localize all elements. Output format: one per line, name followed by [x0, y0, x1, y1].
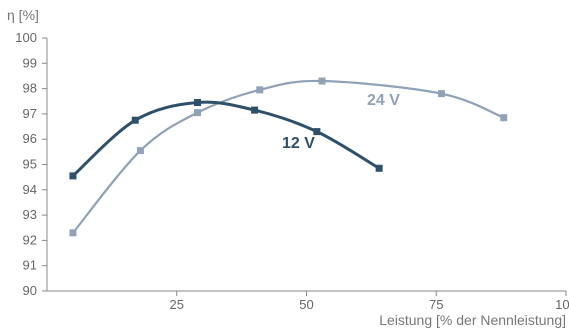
- data-point-24v: [194, 109, 202, 117]
- x-axis: 25 50 75 100: [47, 290, 569, 312]
- series-layer: [69, 77, 508, 237]
- data-point-12v: [69, 172, 77, 180]
- x-tick-label: 50: [299, 297, 313, 312]
- data-point-12v: [251, 106, 259, 114]
- y-tick-label: 96: [23, 131, 37, 146]
- x-ticks: 25 50 75 100: [170, 291, 569, 312]
- data-point-24v: [437, 90, 445, 98]
- data-point-12v: [313, 128, 321, 136]
- data-point-24v: [136, 147, 144, 155]
- series-line-24v: [71, 79, 505, 234]
- series-12v: [69, 99, 383, 180]
- data-point-12v: [131, 116, 139, 124]
- series-24v: [69, 77, 508, 237]
- y-tick-label: 95: [23, 157, 37, 172]
- y-tick-label: 90: [23, 283, 37, 298]
- y-tick-label: 93: [23, 207, 37, 222]
- series-label-24v: 24 V: [367, 92, 400, 109]
- y-tick-label: 99: [23, 55, 37, 70]
- data-point-24v: [318, 77, 326, 85]
- series-line-12v: [71, 100, 381, 178]
- series-label-12v: 12 V: [282, 135, 315, 152]
- x-tick-label: 25: [170, 297, 184, 312]
- data-point-24v: [500, 114, 508, 122]
- y-tick-label: 91: [23, 258, 37, 273]
- y-tick-label: 92: [23, 232, 37, 247]
- data-point-24v: [256, 86, 264, 94]
- data-point-12v: [194, 99, 202, 107]
- data-point-12v: [375, 164, 383, 172]
- y-tick-label: 97: [23, 106, 37, 121]
- x-tick-label: 100: [555, 297, 569, 312]
- y-tick-label: 94: [23, 182, 37, 197]
- x-axis-label: Leistung [% der Nennleistung]: [379, 312, 566, 328]
- data-point-24v: [69, 229, 77, 237]
- y-axis: 90 91 92 93 94 95 96 97 98 99 100: [15, 30, 48, 298]
- y-ticks: 90 91 92 93 94 95 96 97 98 99 100: [15, 30, 47, 298]
- y-axis-label: η [%]: [7, 7, 39, 23]
- x-tick-label: 75: [429, 297, 443, 312]
- y-tick-label: 98: [23, 81, 37, 96]
- y-tick-label: 100: [15, 30, 37, 45]
